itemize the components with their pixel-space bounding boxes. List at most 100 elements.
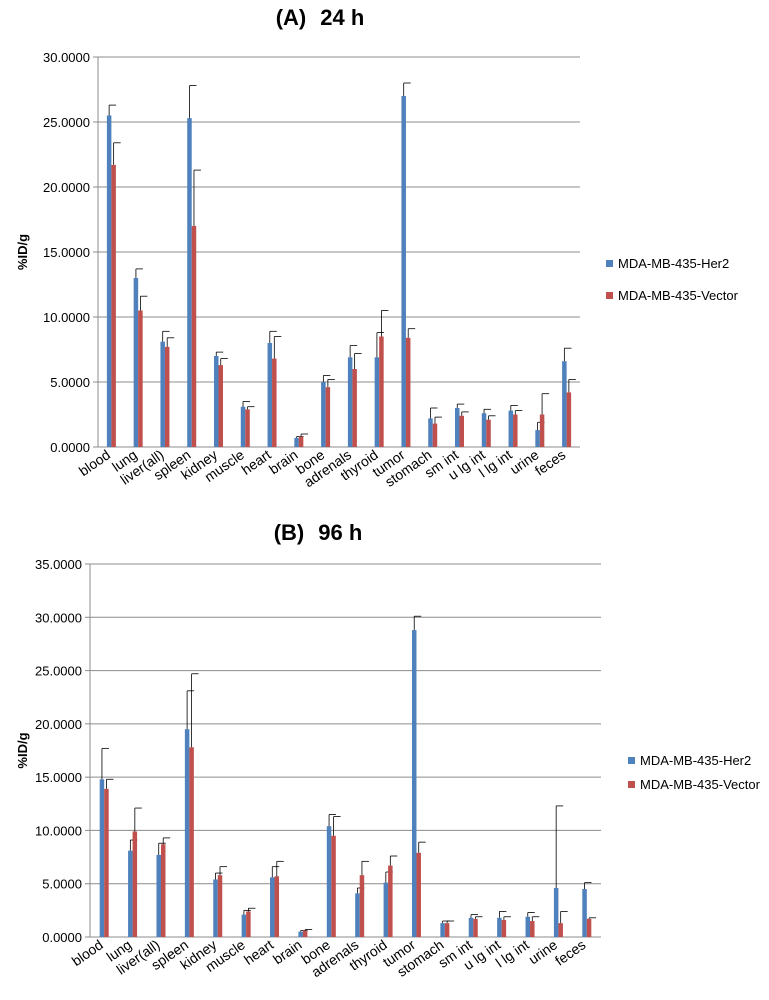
chart0-bar-her2: [214, 356, 219, 447]
chart0-bar-her2: [374, 357, 380, 447]
chart1-bar-vector: [274, 876, 280, 937]
chart1-title: (B) 96 h: [274, 520, 363, 545]
chart1-bar-vector: [217, 875, 223, 937]
chart0-ytick-label: 15.0000: [43, 245, 90, 260]
chart0-bar-vector: [298, 436, 304, 447]
chart1-ytick-label: 30.0000: [35, 610, 82, 625]
chart0-ytick-label: 0.0000: [50, 440, 90, 455]
chart1-legend-label-her2: MDA-MB-435-Her2: [640, 753, 751, 768]
chart0-bar-her2: [562, 361, 567, 447]
chart0-bar-vector: [352, 369, 357, 447]
chart0-legend-swatch-her2: [606, 260, 613, 267]
chart0-bar-her2: [187, 118, 192, 447]
chart1-category-label: heart: [241, 936, 276, 967]
chart1-title-time: 96 h: [318, 520, 362, 545]
chart0-bar-her2: [133, 278, 139, 447]
chart1-bar-vector: [246, 911, 251, 937]
chart0-legend-label-her2: MDA-MB-435-Her2: [618, 256, 729, 271]
chart0-bar-her2: [106, 115, 112, 447]
chart0-legend-swatch-vector: [606, 292, 613, 299]
chart1-bar-her2: [468, 917, 474, 937]
chart1-bar-her2: [497, 917, 502, 937]
chart0-legend-label-vector: MDA-MB-435-Vector: [618, 288, 739, 303]
chart1-bar-vector: [473, 918, 478, 937]
chart1-bar-vector: [530, 921, 535, 937]
chart1-legend-label-vector: MDA-MB-435-Vector: [640, 777, 761, 792]
chart1-legend-swatch-her2: [628, 757, 635, 764]
chart0-title-label: (A): [276, 5, 307, 30]
chart1-bar-vector: [359, 875, 365, 937]
chart1-bar-vector: [331, 835, 336, 937]
chart0-bar-her2: [294, 437, 299, 447]
chart1-category-label: urine: [525, 936, 560, 967]
chart1-bar-vector: [388, 865, 393, 937]
chart0-bar-vector: [486, 419, 491, 447]
chart1-bar-her2: [184, 729, 190, 937]
chart1-bar-vector: [104, 788, 109, 937]
chart0-bar-her2: [347, 357, 353, 447]
chart1-ytick-label: 35.0000: [35, 557, 82, 572]
chart1-bar-her2: [440, 923, 445, 937]
chart0-y-axis-label: %ID/g: [15, 234, 30, 270]
chart1-category-label: feces: [552, 936, 589, 968]
chart1-bar-vector: [586, 918, 592, 937]
chart0-bar-vector: [539, 414, 545, 447]
chart0-bar-her2: [321, 382, 326, 447]
chart1-bar-vector: [501, 919, 507, 937]
chart0-bar-vector: [405, 337, 411, 447]
chart1-ytick-label: 15.0000: [35, 770, 82, 785]
chart1-bar-her2: [270, 877, 275, 937]
chart1-bar-her2: [128, 850, 133, 937]
chart0-bar-vector: [566, 392, 572, 447]
chart0-bar-her2: [455, 408, 460, 447]
chart1-bar-vector: [416, 852, 421, 937]
chart0-ytick-label: 20.0000: [43, 180, 90, 195]
chart1-bar-her2: [99, 779, 105, 937]
chart0-bar-vector: [218, 365, 223, 447]
chart0-bar-vector: [272, 358, 277, 447]
chart1-title-label: (B): [274, 520, 305, 545]
chart0-bar-vector: [111, 164, 116, 447]
chart1-bar-her2: [411, 630, 417, 937]
chart1-y-axis-label: %ID/g: [15, 732, 30, 768]
chart0-bar-vector: [245, 409, 250, 447]
chart0-bar-vector: [513, 414, 518, 447]
chart1-bar-vector: [189, 747, 194, 937]
chart0-ytick-label: 25.0000: [43, 115, 90, 130]
chart0-bar-her2: [401, 96, 406, 447]
chart1-bar-her2: [213, 879, 218, 937]
chart1-ytick-label: 5.0000: [42, 877, 82, 892]
chart0-bar-vector: [191, 226, 197, 447]
chart0-bar-vector: [325, 387, 331, 447]
chart1-bar-vector: [558, 923, 563, 937]
chart0-category-label: feces: [532, 446, 569, 478]
chart1-bar-her2: [241, 914, 247, 937]
chart1-bar-vector: [132, 831, 138, 937]
chart0-bar-her2: [240, 406, 246, 447]
chart0-ytick-label: 30.0000: [43, 50, 90, 65]
chart0-title-time: 24 h: [320, 5, 364, 30]
chart0-ytick-label: 5.0000: [50, 375, 90, 390]
chart0-bar-her2: [508, 410, 514, 447]
chart0-ytick-label: 10.0000: [43, 310, 90, 325]
chart1-ytick-label: 20.0000: [35, 717, 82, 732]
chart0-bar-her2: [428, 418, 433, 447]
chart0-bar-vector: [379, 336, 384, 447]
chart0-bar-vector: [459, 415, 464, 447]
chart1-ytick-label: 10.0000: [35, 823, 82, 838]
chart0-bar-vector: [138, 310, 143, 447]
chart1-legend-swatch-vector: [628, 781, 635, 788]
chart1-bar-her2: [383, 882, 389, 937]
chart0-bar-her2: [267, 343, 273, 447]
chart1-bar-her2: [298, 931, 303, 937]
chart1-bar-her2: [582, 889, 587, 937]
chart1-bar-vector: [444, 923, 450, 937]
chart1-bar-her2: [326, 826, 332, 937]
chart1-bar-her2: [156, 854, 161, 937]
chart1-category-label: brain: [270, 936, 305, 967]
chart0-bar-her2: [481, 413, 487, 447]
chart1-bar-her2: [525, 916, 531, 937]
chart1-bar-vector: [160, 844, 166, 937]
chart0-bar-vector: [432, 423, 438, 447]
